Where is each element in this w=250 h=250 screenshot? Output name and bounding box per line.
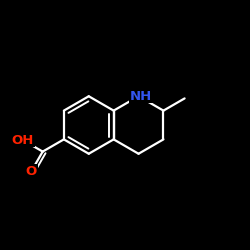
Text: OH: OH bbox=[12, 134, 34, 146]
Text: O: O bbox=[26, 164, 37, 177]
Text: NH: NH bbox=[130, 90, 152, 103]
